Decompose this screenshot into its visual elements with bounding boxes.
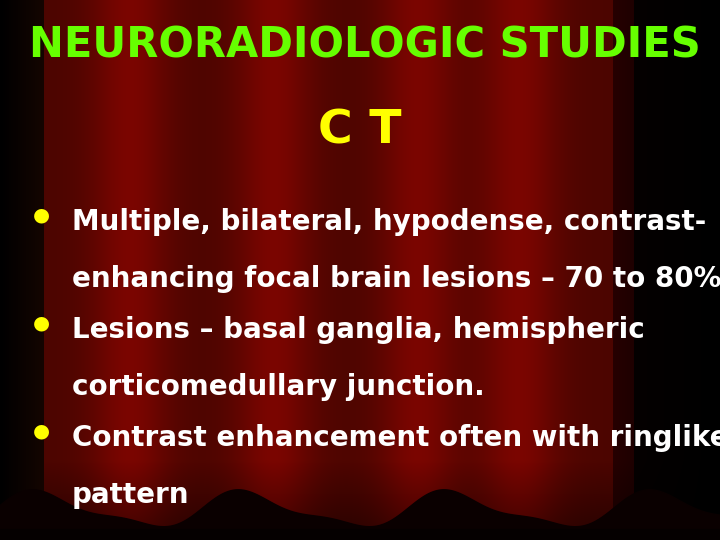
Text: ●: ● (32, 421, 50, 440)
Text: Lesions – basal ganglia, hemispheric: Lesions – basal ganglia, hemispheric (72, 316, 644, 344)
Text: corticomedullary junction.: corticomedullary junction. (72, 373, 485, 401)
Text: C T: C T (318, 108, 402, 153)
Text: enhancing focal brain lesions – 70 to 80%: enhancing focal brain lesions – 70 to 80… (72, 265, 720, 293)
Text: ●: ● (32, 205, 50, 224)
Text: Contrast enhancement often with ringlike: Contrast enhancement often with ringlike (72, 424, 720, 452)
Text: ●: ● (32, 313, 50, 332)
Text: NEURORADIOLOGIC STUDIES: NEURORADIOLOGIC STUDIES (29, 24, 701, 66)
Text: Multiple, bilateral, hypodense, contrast-: Multiple, bilateral, hypodense, contrast… (72, 208, 706, 236)
Text: pattern: pattern (72, 481, 189, 509)
